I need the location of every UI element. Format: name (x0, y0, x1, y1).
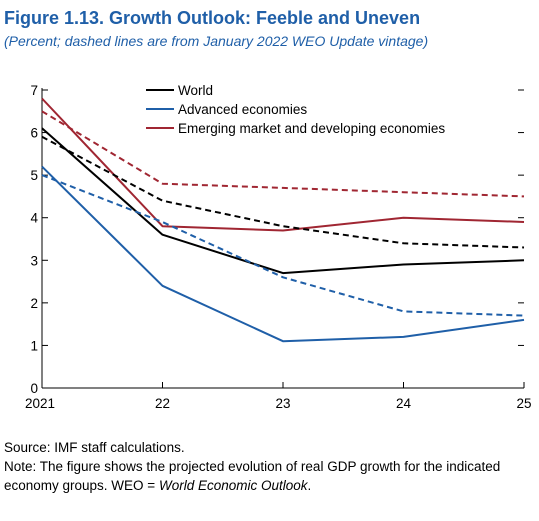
x-tick-label: 25 (516, 396, 531, 411)
y-tick-label: 1 (30, 338, 38, 353)
figure-notes: Source: IMF staff calculations. Note: Th… (4, 438, 534, 495)
y-tick-label: 7 (30, 83, 38, 98)
series-line-dashed-emerging-market-and-developing-economies (41, 110, 525, 198)
x-tick-label: 2021 (25, 396, 55, 411)
series-line-dashed-world (41, 135, 525, 249)
series-line-solid-world (41, 127, 525, 275)
y-tick-label: 4 (30, 211, 38, 226)
y-tick-label: 6 (30, 126, 38, 141)
x-tick-label: 22 (155, 396, 170, 411)
legend-label: Advanced economies (178, 102, 307, 117)
note-italic: World Economic Outlook (158, 478, 308, 493)
note-text: Note: The figure shows the projected evo… (4, 457, 534, 495)
source-note: Source: IMF staff calculations. (4, 440, 185, 455)
legend-label: Emerging market and developing economies (178, 121, 445, 136)
y-tick-label: 5 (30, 168, 38, 183)
y-tick-label: 2 (30, 296, 38, 311)
note-prefix: Note: The figure shows the projected evo… (4, 459, 501, 493)
series-line-dashed-advanced-economies (41, 174, 525, 317)
series-line-solid-advanced-economies (41, 165, 525, 343)
note-suffix: . (307, 478, 312, 493)
x-tick-label: 24 (396, 396, 412, 411)
x-tick-label: 23 (275, 396, 290, 411)
y-tick-label: 3 (30, 253, 38, 268)
figure-title: Figure 1.13. Growth Outlook: Feeble and … (4, 8, 421, 28)
legend-label: World (178, 83, 213, 98)
series-line-solid-emerging-market-and-developing-economies (41, 97, 525, 232)
y-tick-label: 0 (30, 381, 38, 396)
figure-subtitle: (Percent; dashed lines are from January … (4, 33, 429, 49)
